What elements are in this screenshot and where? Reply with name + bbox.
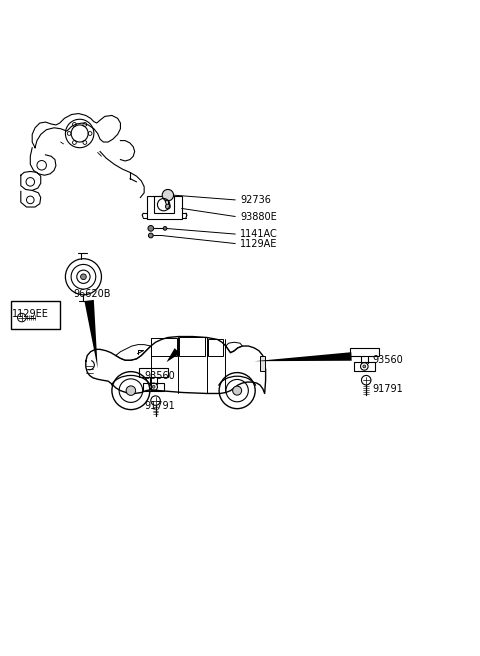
Circle shape: [363, 365, 366, 368]
Bar: [350, 348, 379, 356]
Text: 93880E: 93880E: [240, 211, 277, 222]
Bar: [143, 382, 164, 391]
Text: 1141AC: 1141AC: [240, 229, 278, 239]
Bar: [139, 368, 168, 377]
Circle shape: [81, 274, 86, 279]
Circle shape: [162, 190, 174, 201]
Polygon shape: [167, 348, 180, 362]
Text: 91791: 91791: [373, 384, 404, 394]
Bar: [261, 356, 265, 371]
Circle shape: [166, 204, 170, 209]
Polygon shape: [84, 300, 97, 368]
Bar: [354, 362, 375, 371]
Bar: [154, 196, 174, 213]
Polygon shape: [254, 352, 352, 361]
Bar: [12, 301, 60, 329]
Text: 1129EE: 1129EE: [12, 309, 49, 319]
Circle shape: [148, 226, 154, 231]
Bar: [179, 337, 205, 356]
Bar: [151, 338, 177, 356]
Circle shape: [126, 386, 136, 396]
Bar: [208, 339, 223, 356]
Text: 93560: 93560: [144, 371, 175, 381]
Text: 93560: 93560: [373, 356, 404, 365]
Circle shape: [148, 233, 153, 238]
Text: 91791: 91791: [144, 401, 175, 411]
Text: 96620B: 96620B: [73, 289, 111, 299]
Circle shape: [163, 226, 167, 230]
Bar: [147, 196, 181, 219]
Text: 1129AE: 1129AE: [240, 239, 277, 249]
Circle shape: [152, 386, 155, 388]
Circle shape: [233, 386, 241, 395]
Text: 92736: 92736: [240, 195, 271, 205]
